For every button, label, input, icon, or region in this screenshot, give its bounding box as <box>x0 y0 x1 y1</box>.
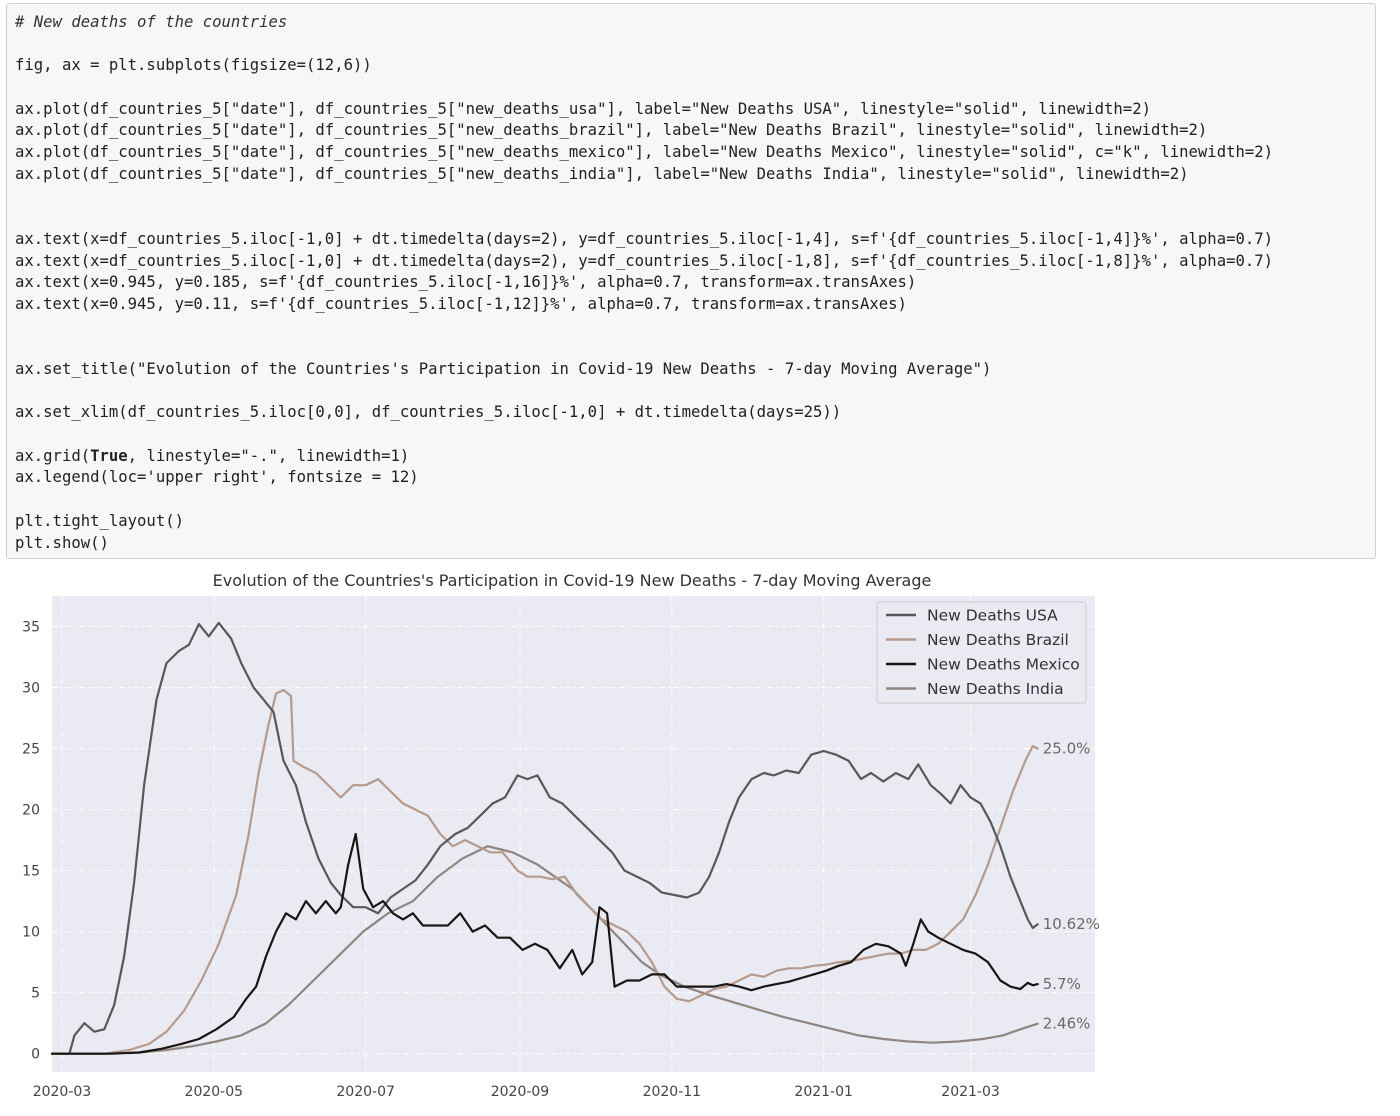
code-line <box>15 381 1367 403</box>
y-tick-label: 0 <box>31 1047 40 1063</box>
legend-label: New Deaths India <box>927 680 1064 698</box>
code-line <box>15 207 1367 229</box>
x-tick-label: 2021-03 <box>941 1084 1000 1100</box>
y-tick-label: 25 <box>22 742 40 758</box>
code-line: plt.tight_layout() <box>15 511 184 530</box>
annotation-label: 5.7% <box>1043 975 1081 993</box>
x-tick-label: 2020-03 <box>33 1084 92 1100</box>
code-line <box>15 337 1367 359</box>
chart-title: Evolution of the Countries's Participati… <box>213 571 932 590</box>
y-tick-label: 35 <box>22 620 40 636</box>
y-tick-label: 15 <box>22 864 40 880</box>
code-line: ax.plot(df_countries_5["date"], df_count… <box>15 99 1151 118</box>
code-line: ax.text(x=0.945, y=0.185, s=f'{df_countr… <box>15 273 917 292</box>
x-tick-label: 2020-05 <box>185 1084 244 1100</box>
series-line-new-deaths-usa <box>50 621 1039 1055</box>
legend-label: New Deaths USA <box>927 607 1058 625</box>
legend-label: New Deaths Mexico <box>927 656 1080 674</box>
code-cell[interactable]: # New deaths of the countries fig, ax = … <box>6 3 1376 559</box>
axis-ticks: 0 5 10 15 20 25 30 35 2020-03 2020-05 2020-07 2020-… <box>22 620 1000 1100</box>
code-line <box>15 186 1367 208</box>
legend-box <box>876 601 1087 704</box>
annotation-label: 10.62% <box>1043 915 1100 933</box>
x-tick-label: 2020-07 <box>336 1084 395 1100</box>
plot-output: Evolution of the Countries's Participati… <box>0 560 1400 1112</box>
legend: New Deaths USA New Deaths Brazil New Death… <box>876 601 1087 704</box>
legend-label: New Deaths Brazil <box>927 631 1069 649</box>
code-line: ax.plot(df_countries_5["date"], df_count… <box>15 121 1208 140</box>
y-tick-label: 20 <box>22 803 40 819</box>
y-tick-label: 5 <box>31 986 40 1002</box>
code-line <box>15 34 1367 56</box>
code-line: ax.legend(loc='upper right', fontsize = … <box>15 468 419 487</box>
code-line: plt.show() <box>15 533 109 552</box>
code-line: ax.set_xlim(df_countries_5.iloc[0,0], df… <box>15 403 842 422</box>
x-tick-label: 2021-01 <box>794 1084 853 1100</box>
code-line: # New deaths of the countries <box>15 13 288 31</box>
code-line: ax.text(x=df_countries_5.iloc[-1,0] + dt… <box>15 251 1274 270</box>
series-lines <box>50 621 1039 1055</box>
x-tick-label: 2020-11 <box>643 1084 702 1100</box>
series-line-new-deaths-brazil <box>50 688 1039 1055</box>
code-line: ax.plot(df_countries_5["date"], df_count… <box>15 164 1189 183</box>
code-editor[interactable]: # New deaths of the countries fig, ax = … <box>15 12 1367 554</box>
code-line: ax.plot(df_countries_5["date"], df_count… <box>15 143 1274 162</box>
code-line: ax.set_title("Evolution of the Countries… <box>15 360 992 378</box>
line-chart: Evolution of the Countries's Participati… <box>22 571 1100 1100</box>
y-tick-label: 30 <box>22 681 40 697</box>
series-line-new-deaths-mexico <box>50 832 1039 1055</box>
annotation-label: 2.46% <box>1043 1015 1091 1033</box>
x-tick-label: 2020-09 <box>491 1084 550 1100</box>
code-line <box>15 489 1367 511</box>
code-line <box>15 77 1367 99</box>
code-line <box>15 316 1367 338</box>
end-annotations: 25.0% 10.62% 5.7% 2.46% <box>1043 740 1100 1033</box>
code-line: ax.grid(True, linestyle="-.", linewidth=… <box>15 446 410 465</box>
y-tick-label: 10 <box>22 925 40 941</box>
code-line: ax.text(x=df_countries_5.iloc[-1,0] + dt… <box>15 229 1274 248</box>
code-line: ax.text(x=0.945, y=0.11, s=f'{df_countri… <box>15 294 907 313</box>
code-line: fig, ax = plt.subplots(figsize=(12,6)) <box>15 56 372 75</box>
code-line <box>15 424 1367 446</box>
annotation-label: 25.0% <box>1043 740 1091 758</box>
